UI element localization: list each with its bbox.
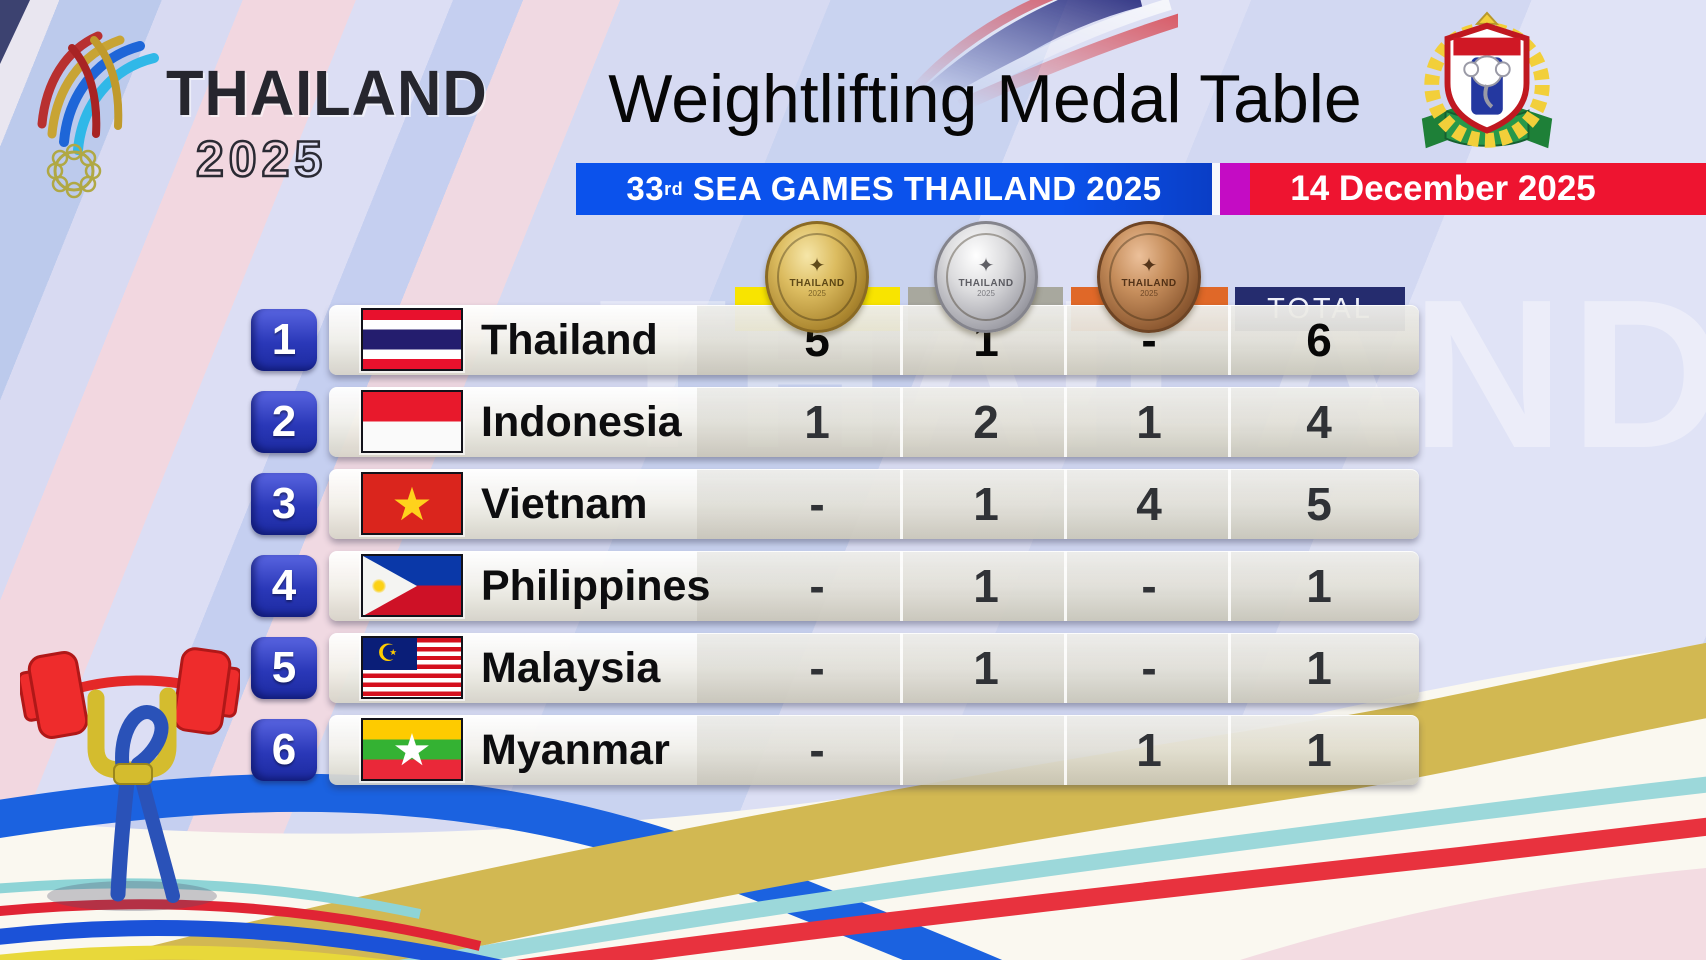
gold-medal-icon: ✦ THAILAND 2025: [765, 221, 869, 333]
event-name: SEA GAMES THAILAND 2025: [683, 170, 1162, 207]
total-count: 6: [1306, 314, 1332, 366]
medal-year: 2025: [977, 289, 995, 298]
silver-count: 1: [973, 642, 999, 694]
medal-ring: [946, 233, 1026, 321]
table-row: 2 Indonesia 1 2 1 4: [251, 387, 1419, 457]
country-name: Malaysia: [481, 644, 661, 692]
rank-badge: 5: [251, 637, 317, 699]
medal-ring: [1109, 233, 1189, 321]
silver-count: 2: [973, 396, 999, 448]
country-name: Thailand: [481, 316, 658, 364]
total-count: 1: [1306, 560, 1332, 612]
weightlifting-association-emblem: [1421, 11, 1553, 149]
rank-badge: 3: [251, 473, 317, 535]
table-row: 5 Malaysia - 1 - 1: [251, 633, 1419, 703]
country-name: Indonesia: [481, 398, 682, 446]
gold-count: 1: [804, 396, 830, 448]
silver-count: 1: [973, 478, 999, 530]
bronze-count: 4: [1136, 478, 1162, 530]
gold-count: -: [809, 724, 825, 776]
sea-games-logo-icon: [37, 31, 159, 199]
total-count: 5: [1306, 478, 1332, 530]
flag-myanmar: [361, 718, 463, 781]
country-name: Myanmar: [481, 726, 670, 774]
table-row: 3 Vietnam - 1 4 5: [251, 469, 1419, 539]
banner-divider-gap: [1212, 163, 1220, 215]
total-count: 1: [1306, 724, 1332, 776]
flag-philippines: [361, 554, 463, 617]
flag-swoosh-decoration: [911, 0, 1178, 110]
silver-count: 1: [973, 560, 999, 612]
page-title: Weightlifting Medal Table: [608, 61, 1362, 137]
flag-malaysia: [361, 636, 463, 699]
flag-vietnam: [361, 472, 463, 535]
table-row: 6 Myanmar - 1 1: [251, 715, 1419, 785]
medal-year: 2025: [1140, 289, 1158, 298]
event-ordinal: 33: [626, 170, 665, 207]
banner-divider: [1220, 163, 1250, 215]
rank-badge: 2: [251, 391, 317, 453]
table-row: 1 Thailand 5 1 - 6: [251, 305, 1419, 375]
medal-ring: [777, 233, 857, 321]
country-name: Vietnam: [481, 480, 648, 528]
bronze-count: 1: [1136, 396, 1162, 448]
logo-year-text: 2025: [195, 130, 328, 189]
gold-count: -: [809, 560, 825, 612]
silver-medal-icon: ✦ THAILAND 2025: [934, 221, 1038, 333]
total-count: 4: [1306, 396, 1332, 448]
rank-badge: 6: [251, 719, 317, 781]
rank-badge: 4: [251, 555, 317, 617]
bronze-count: -: [1141, 642, 1157, 694]
country-name: Philippines: [481, 562, 711, 610]
bronze-count: 1: [1136, 724, 1162, 776]
table-row: 4 Philippines - 1 - 1: [251, 551, 1419, 621]
flag-indonesia: [361, 390, 463, 453]
total-count: 1: [1306, 642, 1332, 694]
logo-brand-text: THAILAND: [166, 57, 488, 129]
date-banner: 14 December 2025: [1250, 163, 1706, 215]
bronze-count: -: [1141, 560, 1157, 612]
medal-year: 2025: [808, 289, 826, 298]
event-date: 14 December 2025: [1290, 169, 1596, 208]
bronze-medal-icon: ✦ THAILAND 2025: [1097, 221, 1201, 333]
gold-count: -: [809, 642, 825, 694]
wave-ribbons-decoration: [0, 642, 1706, 960]
event-ordinal-suffix: rd: [664, 178, 684, 199]
silver-count: [906, 715, 1066, 785]
weightlifter-pictogram: [20, 647, 240, 911]
gold-count: -: [809, 478, 825, 530]
flag-thailand: [361, 308, 463, 371]
rank-badge: 1: [251, 309, 317, 371]
